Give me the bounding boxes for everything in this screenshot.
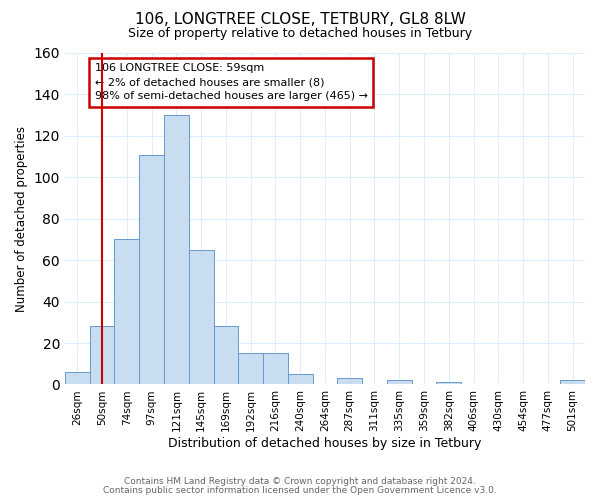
Bar xyxy=(436,382,461,384)
Text: 106 LONGTREE CLOSE: 59sqm
← 2% of detached houses are smaller (8)
98% of semi-de: 106 LONGTREE CLOSE: 59sqm ← 2% of detach… xyxy=(95,64,368,102)
Bar xyxy=(214,326,238,384)
Bar xyxy=(189,250,214,384)
Text: Size of property relative to detached houses in Tetbury: Size of property relative to detached ho… xyxy=(128,28,472,40)
Bar xyxy=(560,380,585,384)
Bar xyxy=(115,240,139,384)
Bar xyxy=(238,354,263,384)
Bar xyxy=(65,372,89,384)
Text: 106, LONGTREE CLOSE, TETBURY, GL8 8LW: 106, LONGTREE CLOSE, TETBURY, GL8 8LW xyxy=(134,12,466,28)
Bar xyxy=(89,326,115,384)
Y-axis label: Number of detached properties: Number of detached properties xyxy=(15,126,28,312)
Bar xyxy=(164,115,189,384)
Bar xyxy=(263,354,288,384)
Bar xyxy=(387,380,412,384)
Bar xyxy=(139,154,164,384)
Text: Contains public sector information licensed under the Open Government Licence v3: Contains public sector information licen… xyxy=(103,486,497,495)
Text: Contains HM Land Registry data © Crown copyright and database right 2024.: Contains HM Land Registry data © Crown c… xyxy=(124,478,476,486)
Bar xyxy=(337,378,362,384)
X-axis label: Distribution of detached houses by size in Tetbury: Distribution of detached houses by size … xyxy=(168,437,482,450)
Bar xyxy=(288,374,313,384)
